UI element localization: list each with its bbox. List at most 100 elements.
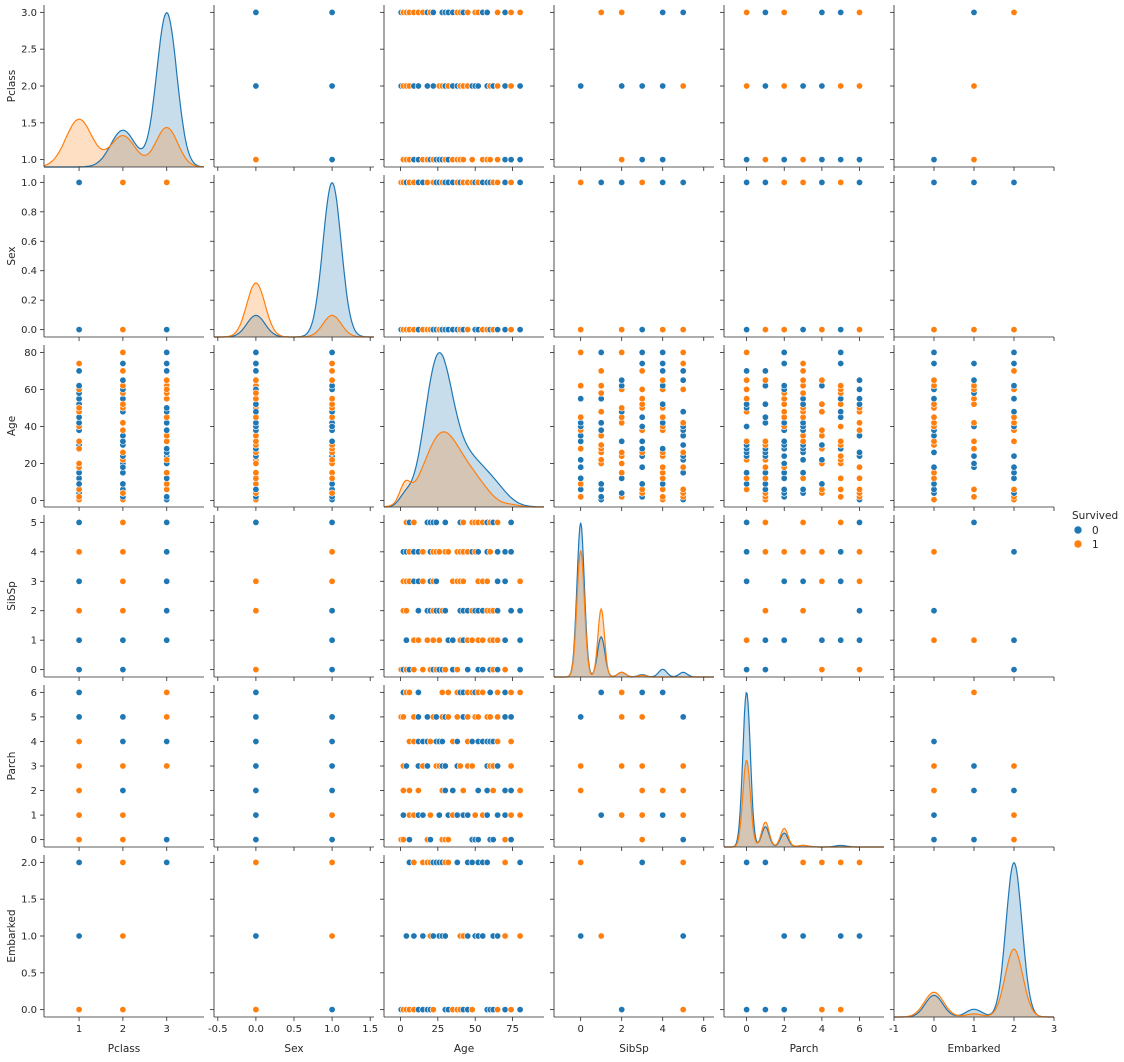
x-axis-label-age: Age xyxy=(454,1043,474,1055)
point-18 xyxy=(328,548,336,556)
point-6 xyxy=(761,82,769,90)
point-118 xyxy=(507,737,515,745)
point-52 xyxy=(441,666,449,674)
point-99 xyxy=(837,485,845,493)
legend-label-0: 0 xyxy=(1092,525,1099,537)
point-99 xyxy=(679,448,687,456)
point-23 xyxy=(837,82,845,90)
point-17 xyxy=(119,577,127,585)
point-105 xyxy=(507,178,515,186)
point-32 xyxy=(426,811,434,819)
point-17 xyxy=(818,156,826,164)
point-72 xyxy=(464,713,472,721)
point-4 xyxy=(970,518,978,526)
point-15 xyxy=(328,636,336,644)
point-57 xyxy=(444,548,452,556)
point-105 xyxy=(163,404,171,412)
point-17 xyxy=(659,688,667,696)
point-110 xyxy=(516,82,524,90)
point-5 xyxy=(75,786,83,794)
panel-embarked-vs-pclass: 1 2 3 0.0 0.5 1.0 1.5 2.0 xyxy=(21,855,204,1035)
point-21 xyxy=(679,762,687,770)
point-29 xyxy=(855,82,863,90)
point-22 xyxy=(328,82,336,90)
point-46 xyxy=(438,688,446,696)
point-3 xyxy=(743,8,751,16)
point-56 xyxy=(501,932,509,940)
point-112 xyxy=(501,713,509,721)
point-57 xyxy=(1010,359,1018,367)
panel-pclass-vs-sex xyxy=(210,5,374,171)
point-118 xyxy=(501,548,509,556)
y-tick-label: 0.8 xyxy=(21,207,37,218)
panel-sex-vs-sibsp xyxy=(550,175,714,341)
point-7 xyxy=(761,326,769,334)
panel-embarked-vs-parch: 0 2 4 6 xyxy=(720,855,884,1035)
point-37 xyxy=(618,469,626,477)
point-96 xyxy=(494,156,502,164)
point-2 xyxy=(930,178,938,186)
point-111 xyxy=(328,348,336,356)
point-7 xyxy=(402,607,410,615)
point-16 xyxy=(659,786,667,794)
point-122 xyxy=(516,786,524,794)
point-11 xyxy=(638,786,646,794)
panel-embarked-vs-age: 0 25 50 75 xyxy=(380,855,544,1035)
y-axis-label-age: Age xyxy=(6,416,18,436)
point-49 xyxy=(618,348,626,356)
point-21 xyxy=(252,348,260,356)
point-2 xyxy=(75,1006,83,1014)
point-99 xyxy=(163,445,171,453)
point-4 xyxy=(75,811,83,819)
point-63 xyxy=(456,762,464,770)
point-0 xyxy=(743,1006,751,1014)
point-2 xyxy=(743,577,751,585)
legend-title: Survived xyxy=(1072,510,1118,522)
y-tick-label: 1 xyxy=(31,636,37,647)
point-41 xyxy=(780,485,788,493)
point-24 xyxy=(837,518,845,526)
point-57 xyxy=(501,858,509,866)
x-tick-label: 4 xyxy=(660,1024,666,1035)
point-90 xyxy=(483,811,491,819)
legend-marker-1 xyxy=(1073,539,1083,549)
y-tick-label: 2.0 xyxy=(21,82,37,93)
point-93 xyxy=(818,426,826,434)
point-7 xyxy=(119,1006,127,1014)
y-axis-label-sex: Sex xyxy=(6,246,18,265)
point-109 xyxy=(501,836,509,844)
point-27 xyxy=(855,607,863,615)
point-0 xyxy=(930,326,938,334)
point-105 xyxy=(507,156,515,164)
point-34 xyxy=(75,382,83,390)
point-4 xyxy=(618,156,626,164)
point-95 xyxy=(818,400,826,408)
point-71 xyxy=(459,577,467,585)
point-42 xyxy=(1010,485,1018,493)
point-13 xyxy=(252,713,260,721)
point-19 xyxy=(429,932,437,940)
point-7 xyxy=(410,932,418,940)
point-31 xyxy=(75,404,83,412)
point-8 xyxy=(119,858,127,866)
point-68 xyxy=(459,156,467,164)
point-52 xyxy=(119,367,127,375)
point-21 xyxy=(837,636,845,644)
point-123 xyxy=(516,636,524,644)
point-45 xyxy=(1010,463,1018,471)
point-127 xyxy=(855,419,863,427)
point-21 xyxy=(163,607,171,615)
point-15 xyxy=(119,666,127,674)
point-8 xyxy=(252,688,260,696)
panel-embarked-vs-sibsp: 0 2 4 6 xyxy=(550,855,714,1035)
point-54 xyxy=(119,489,127,497)
point-11 xyxy=(837,932,845,940)
point-45 xyxy=(252,469,260,477)
panel-parch-vs-embarked xyxy=(890,685,1055,851)
point-33 xyxy=(453,858,461,866)
point-110 xyxy=(679,348,687,356)
point-4 xyxy=(638,858,646,866)
point-122 xyxy=(516,666,524,674)
point-19 xyxy=(328,518,336,526)
point-58 xyxy=(453,811,461,819)
